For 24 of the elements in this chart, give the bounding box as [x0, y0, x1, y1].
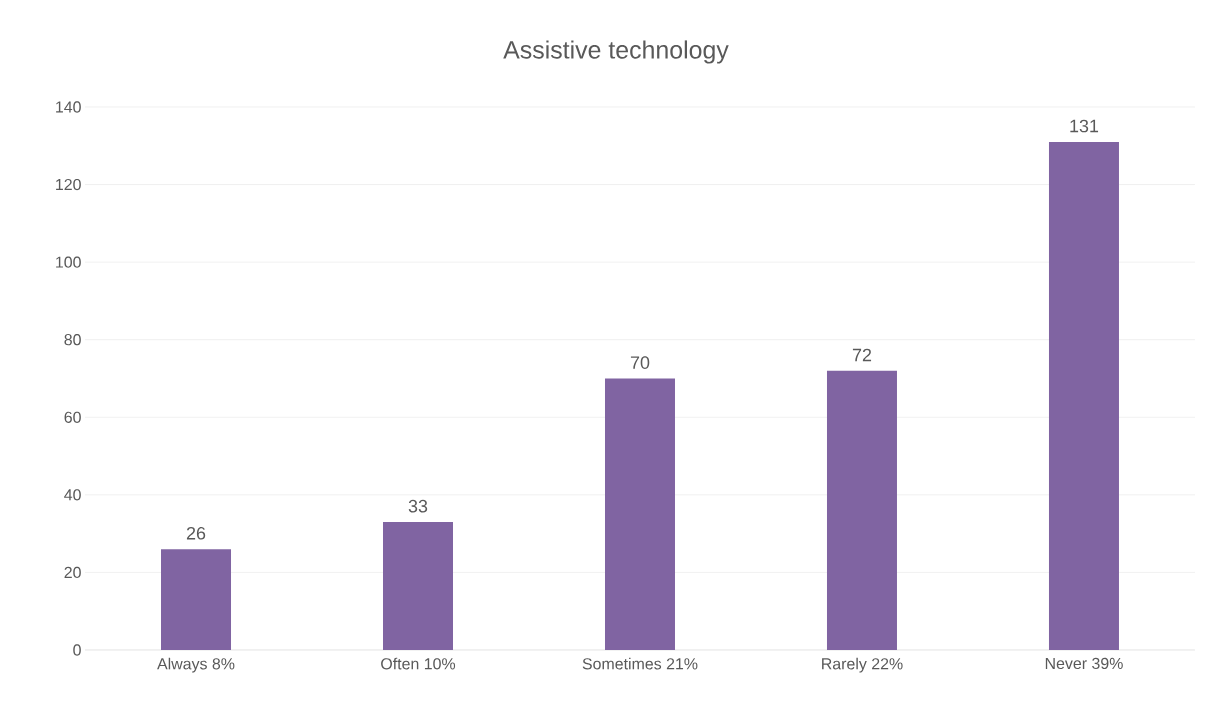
y-tick-label: 0	[73, 644, 81, 656]
y-tick-label: 80	[64, 334, 81, 346]
bar	[383, 521, 453, 650]
y-tick-label: 40	[64, 489, 81, 501]
x-tick-label: Never 39%	[1045, 657, 1123, 670]
bar	[826, 370, 897, 650]
bar	[604, 378, 675, 650]
y-tick-label: 60	[64, 411, 81, 423]
y-tick-label: 120	[56, 178, 81, 191]
x-tick-label: Always 8%	[157, 657, 235, 673]
y-tick-label: 20	[64, 566, 81, 579]
data-label: 26	[186, 526, 206, 540]
data-label: 72	[852, 348, 872, 362]
x-tick-label: Rarely 22%	[822, 657, 903, 673]
chart-title: Assistive technology	[503, 40, 729, 64]
data-label: 70	[630, 356, 650, 369]
x-tick-label: Sometimes 21%	[582, 657, 698, 670]
data-label: 33	[408, 499, 428, 513]
x-tick-label: Often 10%	[381, 657, 456, 670]
bar	[161, 549, 232, 650]
bar	[1048, 141, 1119, 650]
y-tick-label: 140	[56, 101, 81, 113]
data-label: 131	[1070, 119, 1099, 133]
y-tick-label: 100	[56, 256, 81, 268]
